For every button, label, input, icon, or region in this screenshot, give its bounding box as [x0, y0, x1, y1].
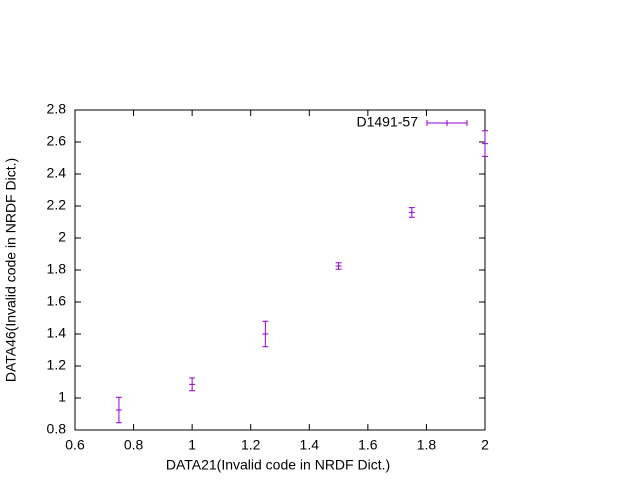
error-bar-point	[115, 396, 122, 424]
legend-swatch	[426, 120, 468, 126]
x-tick-label: 1.6	[358, 437, 378, 453]
x-tick-label: 0.6	[65, 437, 85, 453]
error-bar-point	[189, 377, 196, 392]
error-bar-point	[335, 262, 342, 270]
y-tick-label: 1.4	[47, 325, 67, 341]
x-tick-label: 0.8	[124, 437, 144, 453]
y-tick-label: 1.2	[47, 357, 67, 373]
plot-border	[74, 109, 486, 431]
y-tick-label: 1.6	[47, 293, 67, 309]
error-bar-point	[408, 207, 415, 218]
y-tick-label: 1	[58, 389, 66, 405]
x-tick-label: 2	[481, 437, 489, 453]
x-axis-label: DATA21(Invalid code in NRDF Dict.)	[166, 457, 390, 473]
y-tick-label: 2.6	[47, 133, 67, 149]
y-tick-label: 0.8	[47, 421, 67, 437]
y-axis-label: DATA46(Invalid code in NRDF Dict.)	[3, 158, 19, 382]
y-tick-label: 2.4	[47, 165, 67, 181]
x-tick-label: 1	[188, 437, 196, 453]
y-tick-label: 2	[58, 229, 66, 245]
error-bar-point	[482, 130, 488, 157]
x-tick-label: 1.8	[417, 437, 437, 453]
x-tick-label: 1.4	[300, 437, 320, 453]
y-tick-label: 2.2	[47, 197, 67, 213]
y-tick-label: 1.8	[47, 261, 67, 277]
y-tick-label: 2.8	[47, 101, 67, 117]
x-tick-label: 1.2	[241, 437, 261, 453]
error-bar-point	[262, 320, 269, 348]
legend-label: D1491-57	[357, 114, 419, 130]
